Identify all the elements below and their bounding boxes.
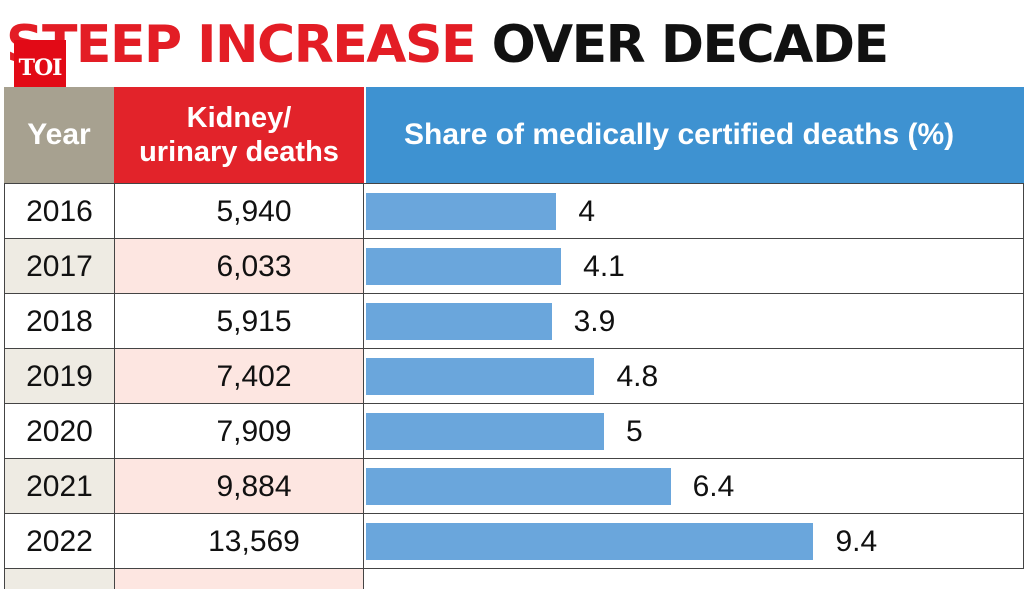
share-value-label: 3.9 [573, 304, 616, 338]
share-bar [366, 468, 671, 505]
deaths-cell [114, 569, 364, 589]
share-value-label: 4.1 [583, 249, 625, 283]
deaths-cell: 6,033 [114, 239, 364, 294]
table-row-cutoff [4, 568, 1024, 589]
toi-logo: TOI [14, 40, 66, 95]
share-cell: 3.9 [366, 294, 1024, 349]
table-row: 2018 5,915 3.9 [4, 293, 1024, 349]
share-bar [366, 193, 557, 230]
deaths-cell: 13,569 [114, 514, 364, 569]
share-cell: 5 [366, 404, 1024, 459]
table-row: 2017 6,033 4.1 [4, 238, 1024, 294]
share-bar [366, 413, 604, 450]
page-title: STEEP INCREASE OVER DECADE [6, 10, 890, 80]
deaths-cell: 7,909 [114, 404, 364, 459]
header-year: Year [4, 87, 114, 183]
share-value-label: 4 [578, 194, 596, 228]
share-bar [366, 358, 595, 395]
table-row: 2021 9,884 6.4 [4, 458, 1024, 514]
year-cell: 2020 [4, 404, 114, 459]
header-deaths-line1: Kidney/ [186, 102, 292, 134]
table-row: 2022 13,569 9.4 [4, 513, 1024, 569]
share-cell: 4 [366, 184, 1024, 239]
deaths-cell: 9,884 [114, 459, 364, 514]
header-deaths: Kidney/ urinary deaths [114, 87, 364, 183]
share-bar [366, 248, 562, 285]
title-red-part: STEEP INCREASE [6, 15, 477, 75]
header-share: Share of medically certified deaths (%) [366, 87, 1024, 183]
table-row: 2020 7,909 5 [4, 403, 1024, 459]
year-cell: 2018 [4, 294, 114, 349]
title-black-part: OVER DECADE [491, 15, 890, 75]
share-cell: 4.8 [366, 349, 1024, 404]
share-cell: 4.1 [366, 239, 1024, 294]
table-row: 2019 7,402 4.8 [4, 348, 1024, 404]
deaths-cell: 5,915 [114, 294, 364, 349]
share-value-label: 5 [626, 414, 643, 448]
share-cell: 9.4 [366, 514, 1024, 569]
table-header: Year Kidney/ urinary deaths Share of med… [4, 87, 1024, 183]
share-bar [366, 523, 814, 560]
share-bar [366, 303, 552, 340]
share-value-label: 6.4 [692, 469, 735, 503]
data-table: Year Kidney/ urinary deaths Share of med… [4, 87, 1024, 589]
header-deaths-line2: urinary deaths [139, 136, 339, 168]
share-value-label: 9.4 [835, 524, 878, 558]
deaths-cell: 7,402 [114, 349, 364, 404]
year-cell: 2021 [4, 459, 114, 514]
share-value-label: 4.8 [616, 359, 659, 393]
share-cell: 6.4 [366, 459, 1024, 514]
table-row: 2016 5,940 4 [4, 183, 1024, 239]
year-cell: 2017 [4, 239, 114, 294]
year-cell: 2022 [4, 514, 114, 569]
year-cell: 2019 [4, 349, 114, 404]
year-cell [4, 569, 114, 589]
deaths-cell: 5,940 [114, 184, 364, 239]
year-cell: 2016 [4, 184, 114, 239]
